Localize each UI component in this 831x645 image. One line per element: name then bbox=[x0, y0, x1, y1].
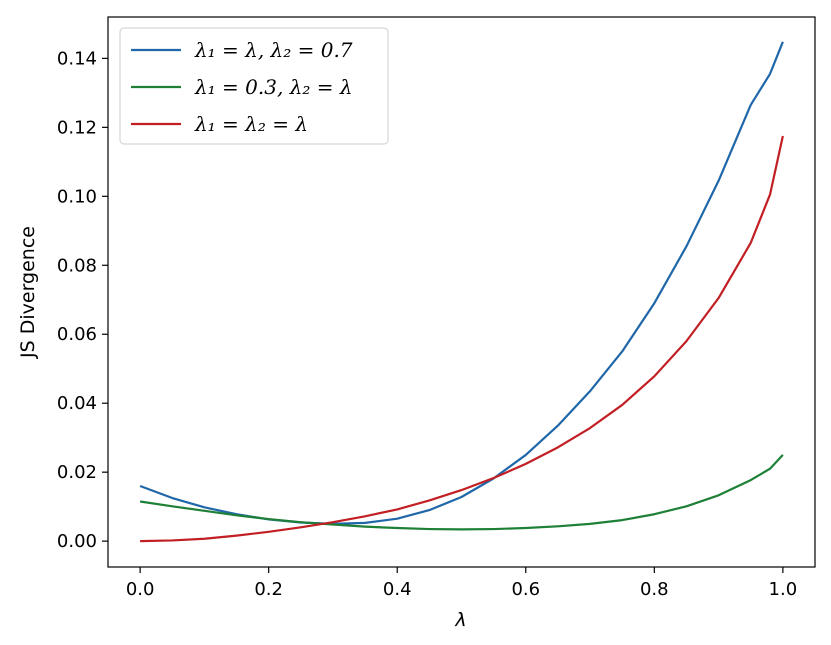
y-tick-label: 0.10 bbox=[57, 186, 97, 207]
series-lines bbox=[139, 41, 784, 543]
x-tick-label: 0.8 bbox=[640, 579, 669, 600]
x-tick-label: 0.6 bbox=[511, 579, 540, 600]
x-tick-label: 0.4 bbox=[383, 579, 412, 600]
legend-box bbox=[119, 27, 389, 145]
y-tick-label: 0.00 bbox=[57, 531, 97, 552]
series-line-3 bbox=[140, 135, 784, 543]
y-tick-label: 0.08 bbox=[57, 255, 97, 276]
x-axis-label: λ bbox=[454, 609, 466, 631]
y-tick-label: 0.04 bbox=[57, 393, 97, 414]
x-tick-label: 0.0 bbox=[126, 579, 155, 600]
series-line-2 bbox=[139, 454, 784, 531]
legend: λ₁ = λ, λ₂ = 0.7 λ₁ = 0.3, λ₂ = λ λ₁ = λ₂ … bbox=[119, 27, 389, 145]
legend-label-1: λ₁ = λ, λ₂ = 0.7 bbox=[194, 38, 353, 62]
x-tick-label: 1.0 bbox=[769, 579, 798, 600]
legend-label-3: λ₁ = λ₂ = λ bbox=[194, 112, 308, 136]
x-tick-label: 0.2 bbox=[254, 579, 283, 600]
legend-label-2: λ₁ = 0.3, λ₂ = λ bbox=[194, 75, 353, 99]
x-axis-ticks: 0.0 0.2 0.4 0.6 0.8 1.0 bbox=[126, 567, 797, 600]
y-axis-ticks: 0.00 0.02 0.04 0.06 0.08 0.10 0.12 0.14 bbox=[57, 48, 108, 552]
y-tick-label: 0.12 bbox=[57, 117, 97, 138]
y-axis-label: JS Divergence bbox=[17, 226, 39, 359]
y-tick-label: 0.14 bbox=[57, 48, 97, 69]
y-tick-label: 0.02 bbox=[57, 462, 97, 483]
y-tick-label: 0.06 bbox=[57, 324, 97, 345]
